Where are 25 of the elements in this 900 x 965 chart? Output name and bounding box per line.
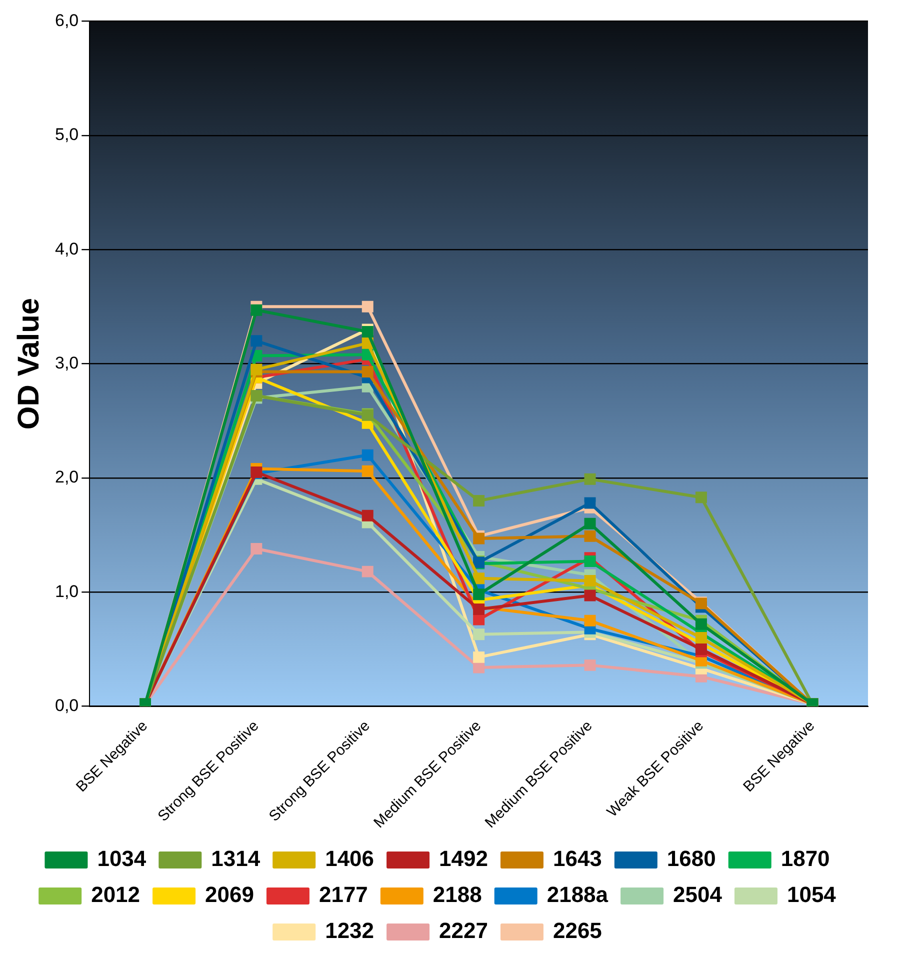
y-tick-label: 6,0 (54, 10, 79, 30)
y-tick-label: 2,0 (54, 468, 79, 487)
legend-label: 1314 (211, 846, 261, 872)
legend-label: 2069 (205, 882, 254, 908)
legend-label: 2177 (318, 882, 368, 908)
legend-label: 1492 (439, 846, 488, 872)
legend-label: 1680 (666, 846, 716, 872)
legend-label: 1643 (552, 846, 602, 872)
legend-label: 1054 (786, 882, 837, 908)
legend-label: 2188a (546, 882, 609, 908)
y-axis-title: OD Value (12, 298, 46, 430)
legend-label: 2265 (552, 918, 602, 944)
legend-label: 1870 (780, 846, 830, 872)
y-tick-label: 1,0 (54, 582, 79, 601)
y-tick-label: 4,0 (54, 239, 79, 258)
y-tick-label: 5,0 (54, 125, 79, 144)
y-tick-label: 0,0 (54, 696, 79, 715)
legend-label: 2504 (673, 882, 723, 908)
legend-label: 1034 (97, 846, 147, 872)
legend-label: 2227 (439, 918, 488, 944)
legend-label: 1232 (325, 918, 374, 944)
y-tick-label: 3,0 (54, 353, 79, 372)
legend-label: 2188 (432, 882, 482, 908)
legend-label: 1406 (325, 846, 374, 872)
legend-label: 2012 (91, 882, 140, 908)
